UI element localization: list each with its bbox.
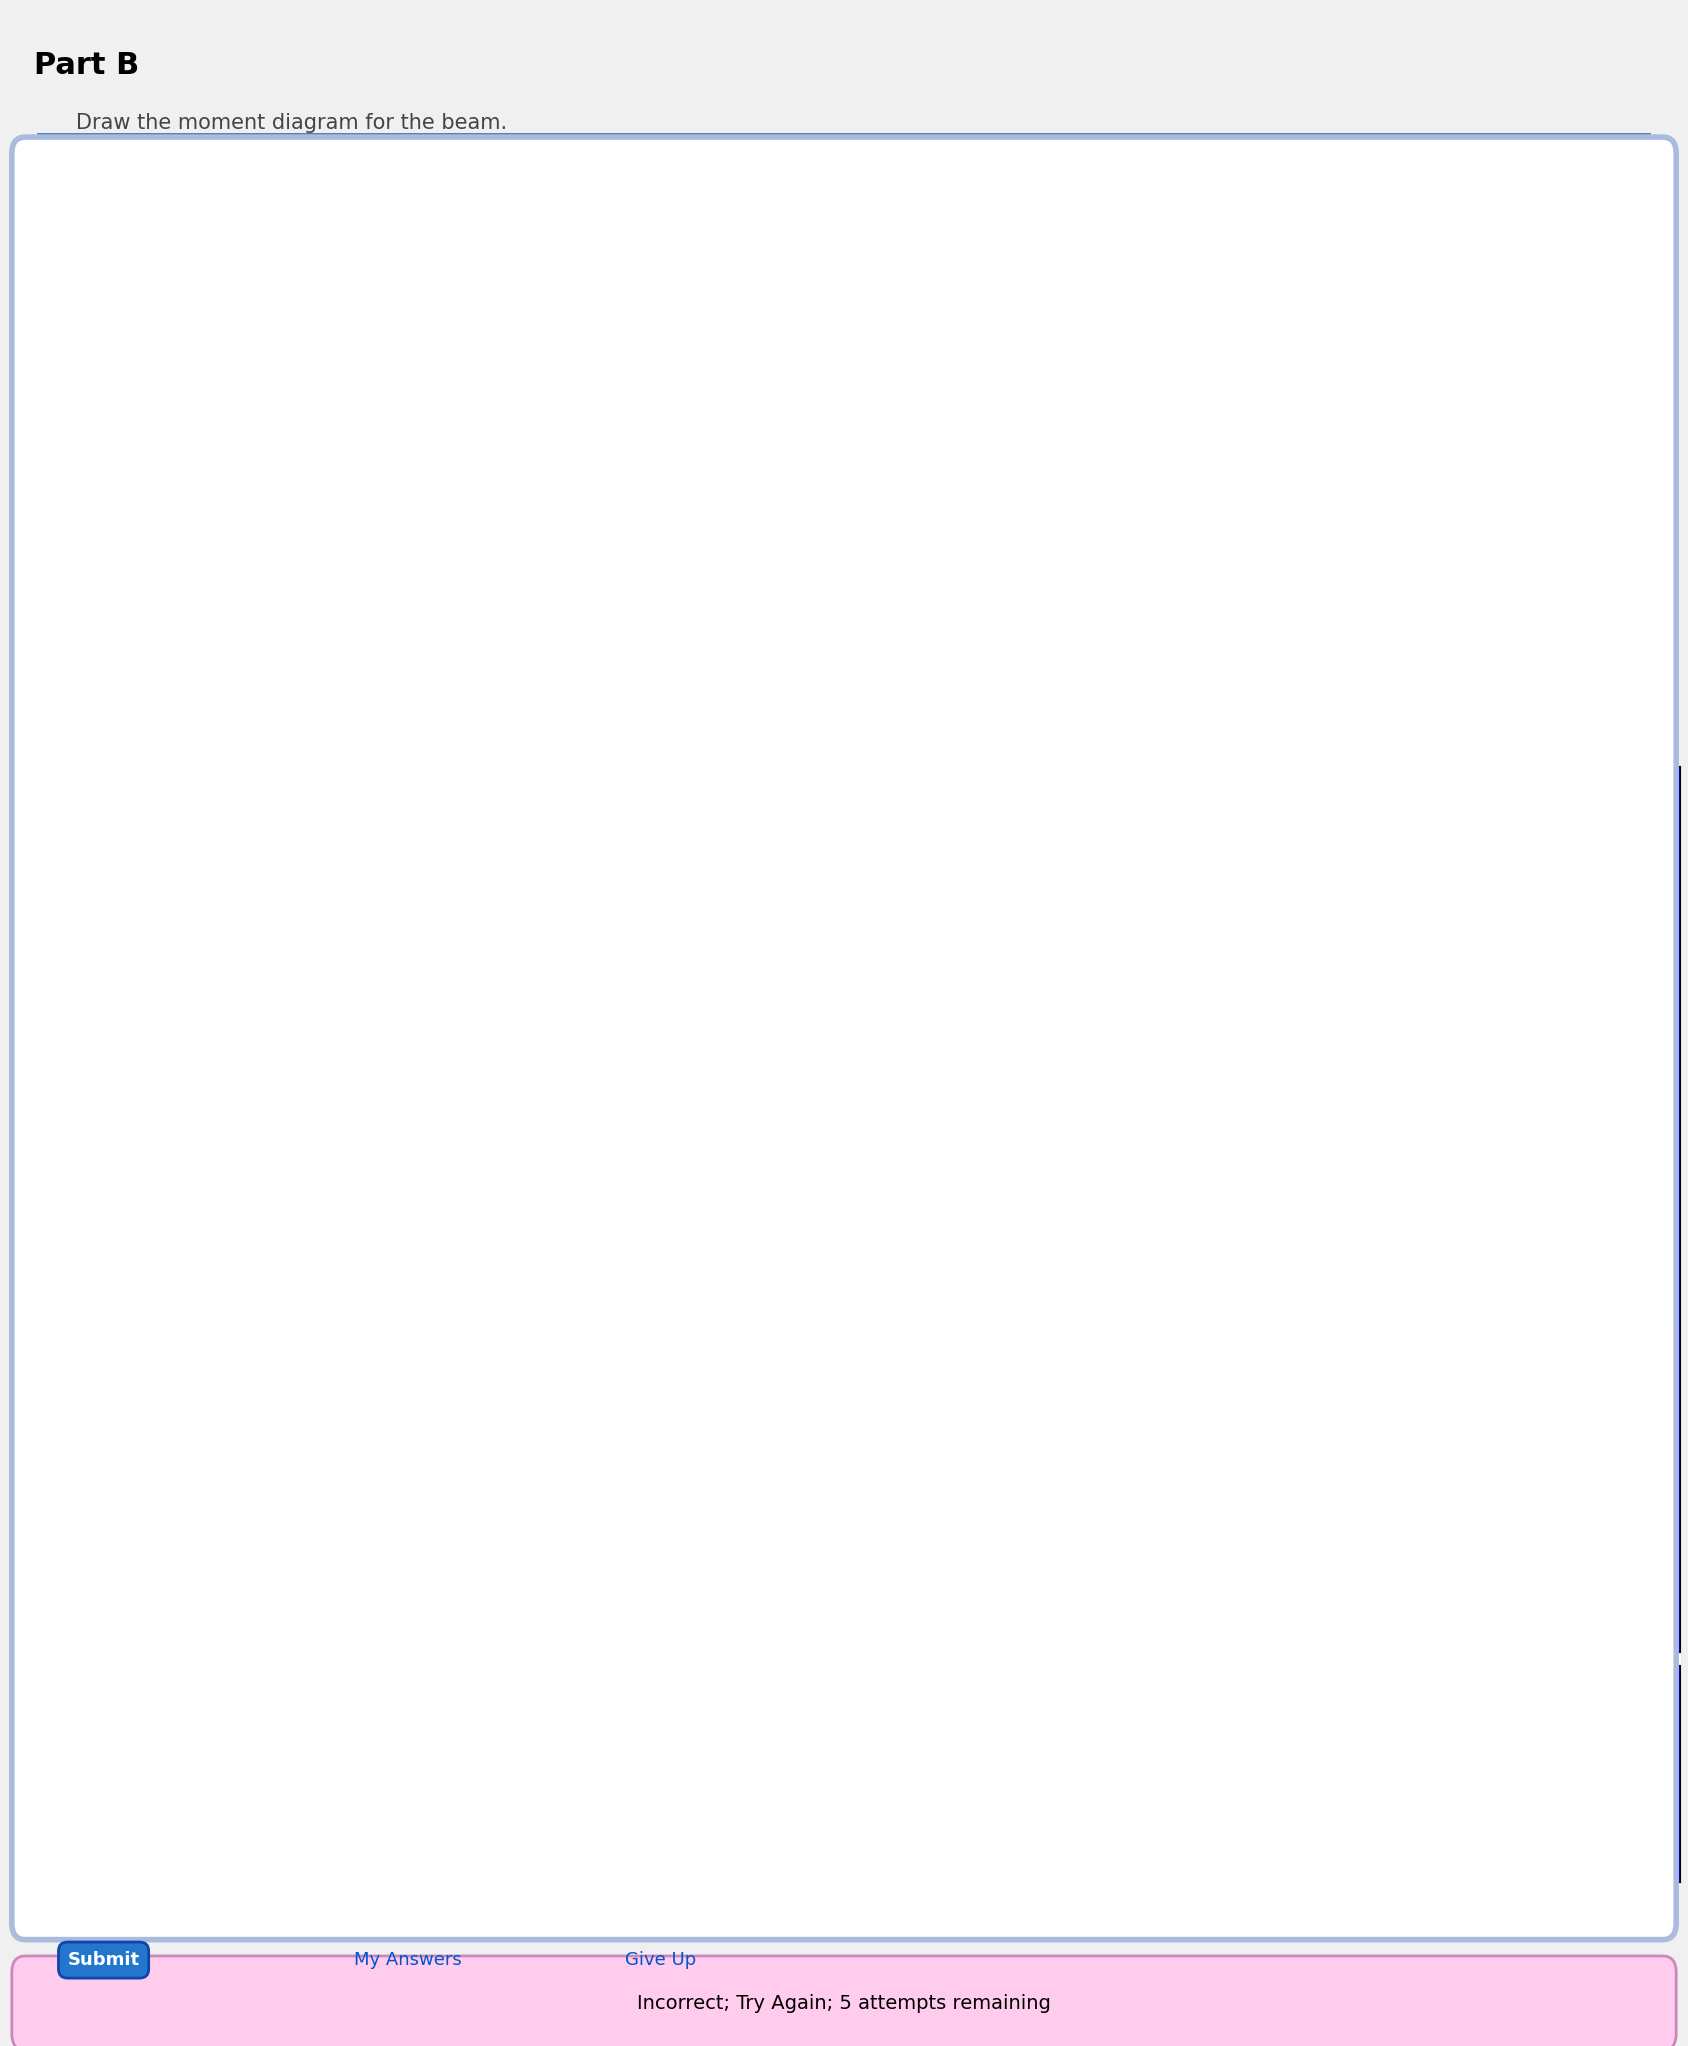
Text: parabolic concave down: parabolic concave down	[844, 925, 1063, 941]
Text: 0: 0	[1274, 1283, 1285, 1299]
Polygon shape	[86, 291, 182, 681]
Text: Part B: Part B	[34, 51, 138, 80]
FancyBboxPatch shape	[1344, 137, 1619, 215]
Text: X  delete: X delete	[498, 170, 560, 182]
FancyBboxPatch shape	[1134, 137, 1457, 215]
Text: B: B	[758, 538, 770, 554]
Y-axis label: M (kip·ft): M (kip·ft)	[118, 1281, 137, 1369]
Text: 0.71: 0.71	[746, 1054, 780, 1068]
Text: 4 ft: 4 ft	[469, 677, 493, 692]
Text: My Answers: My Answers	[354, 1952, 463, 1968]
Text: A: A	[192, 538, 204, 554]
Text: 400 lb/ft: 400 lb/ft	[408, 246, 473, 260]
Polygon shape	[182, 395, 1361, 499]
FancyBboxPatch shape	[586, 137, 989, 215]
Text: 3 ft: 3 ft	[1155, 677, 1178, 692]
Text: + add segment ▼: + add segment ▼	[728, 170, 847, 182]
Text: Incorrect; Try Again; 5 attempts remaining: Incorrect; Try Again; 5 attempts remaini…	[636, 1993, 1052, 2013]
Text: Submit: Submit	[68, 1952, 140, 1968]
Text: x (ft): x (ft)	[1612, 1281, 1654, 1299]
Text: C: C	[1371, 538, 1382, 554]
Text: ? help: ? help	[1460, 170, 1502, 182]
FancyBboxPatch shape	[0, 137, 473, 215]
Text: + add vertical line off: + add vertical line off	[155, 170, 307, 182]
Text: 2 ft: 2 ft	[856, 677, 879, 692]
Text: 900 lb · ft: 900 lb · ft	[1129, 252, 1204, 268]
Text: ↻ reset: ↻ reset	[1269, 170, 1322, 182]
FancyArrowPatch shape	[1283, 305, 1357, 466]
Text: Give Up: Give Up	[625, 1952, 695, 1968]
Text: Draw the moment diagram for the beam.: Draw the moment diagram for the beam.	[76, 113, 506, 133]
FancyBboxPatch shape	[5, 131, 1683, 221]
FancyBboxPatch shape	[360, 137, 699, 215]
